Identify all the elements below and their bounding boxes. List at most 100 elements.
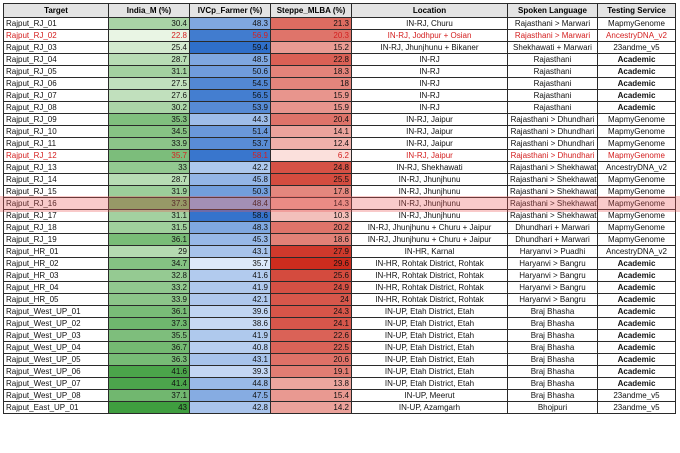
india-m-cell: 31.9 (108, 185, 190, 198)
location-cell: IN-UP, Etah District, Etah (351, 317, 508, 330)
target-cell: Rajput_RJ_12 (3, 149, 109, 162)
testing-service-cell: Academic (597, 365, 676, 378)
spoken-language-cell: Haryanvi > Bangru (507, 257, 598, 270)
steppe-mlba-cell: 24.1 (270, 317, 352, 330)
target-cell: Rajput_RJ_09 (3, 113, 109, 126)
steppe-mlba-cell: 12.4 (270, 137, 352, 150)
table-row: Rajput_RJ_10 34.5 51.4 14.1 IN-RJ, Jaipur Raj… (3, 125, 676, 138)
header-location: Location (351, 3, 508, 18)
location-cell: IN-RJ, Jhunjhunu + Churu + Jaipur (351, 221, 508, 234)
target-cell: Rajput_West_UP_05 (3, 353, 109, 366)
location-cell: IN-RJ, Churu (351, 17, 508, 30)
india-m-cell: 36.1 (108, 305, 190, 318)
target-cell: Rajput_RJ_01 (3, 17, 109, 30)
table-row: Rajput_HR_04 33.2 41.9 24.9 IN-HR, Rohtak Di… (3, 281, 676, 294)
ivcp-farmer-cell: 41.9 (189, 281, 271, 294)
target-cell: Rajput_RJ_10 (3, 125, 109, 138)
steppe-mlba-cell: 21.3 (270, 17, 352, 30)
spoken-language-cell: Rajasthani (507, 89, 598, 102)
india-m-cell: 41.6 (108, 365, 190, 378)
spoken-language-cell: Bhojpuri (507, 401, 598, 414)
india-m-cell: 22.8 (108, 29, 190, 42)
steppe-mlba-cell: 19.1 (270, 365, 352, 378)
testing-service-cell: Academic (597, 305, 676, 318)
steppe-mlba-cell: 10.3 (270, 209, 352, 222)
table-row: Rajput_East_UP_01 43 42.8 14.2 IN-UP, Azamga… (3, 401, 676, 414)
testing-service-cell: MapmyGenome (597, 233, 676, 246)
spoken-language-cell: Braj Bhasha (507, 305, 598, 318)
ivcp-farmer-cell: 41.6 (189, 269, 271, 282)
table-row: Rajput_RJ_18 31.5 48.3 20.2 IN-RJ, Jhunjhunu… (3, 221, 676, 234)
spoken-language-cell: Braj Bhasha (507, 389, 598, 402)
table-row: Rajput_RJ_13 33 42.2 24.8 IN-RJ, Shekhawati R… (3, 161, 676, 174)
spoken-language-cell: Braj Bhasha (507, 353, 598, 366)
spoken-language-cell: Rajasthani (507, 65, 598, 78)
location-cell: IN-UP, Etah District, Etah (351, 377, 508, 390)
location-cell: IN-RJ (351, 53, 508, 66)
spoken-language-cell: Dhundhari + Marwari (507, 221, 598, 234)
steppe-mlba-cell: 14.1 (270, 125, 352, 138)
ivcp-farmer-cell: 42.8 (189, 401, 271, 414)
table-row: Rajput_RJ_19 36.1 45.3 18.6 IN-RJ, Jhunjhunu… (3, 233, 676, 246)
india-m-cell: 30.4 (108, 17, 190, 30)
india-m-cell: 31.1 (108, 65, 190, 78)
header-steppe-mlba: Steppe_MLBA (%) (270, 3, 352, 18)
spoken-language-cell: Rajasthani (507, 53, 598, 66)
testing-service-cell: Academic (597, 65, 676, 78)
india-m-cell: 28.7 (108, 53, 190, 66)
ivcp-farmer-cell: 48.3 (189, 221, 271, 234)
target-cell: Rajput_RJ_08 (3, 101, 109, 114)
target-cell: Rajput_RJ_15 (3, 185, 109, 198)
table-row: Rajput_RJ_07 27.6 56.5 15.9 IN-RJ Rajasthani A… (3, 89, 676, 102)
steppe-mlba-cell: 22.6 (270, 329, 352, 342)
testing-service-cell: Academic (597, 377, 676, 390)
target-cell: Rajput_West_UP_07 (3, 377, 109, 390)
steppe-mlba-cell: 29.6 (270, 257, 352, 270)
spoken-language-cell: Braj Bhasha (507, 377, 598, 390)
table-row: Rajput_RJ_17 31.1 58.6 10.3 IN-RJ, Jhunjhunu… (3, 209, 676, 222)
ivcp-farmer-cell: 43.1 (189, 353, 271, 366)
target-cell: Rajput_West_UP_03 (3, 329, 109, 342)
header-spoken-language: Spoken Language (507, 3, 598, 18)
spoken-language-cell: Dhundhari + Marwari (507, 233, 598, 246)
location-cell: IN-RJ, Jhunjhunu + Churu + Jaipur (351, 233, 508, 246)
testing-service-cell: Academic (597, 317, 676, 330)
testing-service-cell: AncestryDNA_v2 (597, 245, 676, 258)
ivcp-farmer-cell: 44.8 (189, 377, 271, 390)
testing-service-cell: Academic (597, 53, 676, 66)
india-m-cell: 41.4 (108, 377, 190, 390)
location-cell: IN-UP, Etah District, Etah (351, 329, 508, 342)
header-testing-service: Testing Service (597, 3, 676, 18)
table-row: Rajput_RJ_08 30.2 53.9 15.9 IN-RJ Rajasthani A… (3, 101, 676, 114)
steppe-mlba-cell: 6.2 (270, 149, 352, 162)
ivcp-farmer-cell: 39.6 (189, 305, 271, 318)
testing-service-cell: MapmyGenome (597, 17, 676, 30)
target-cell: Rajput_RJ_13 (3, 161, 109, 174)
table-row: Rajput_RJ_05 31.1 50.6 18.3 IN-RJ Rajasthani A… (3, 65, 676, 78)
target-cell: Rajput_RJ_03 (3, 41, 109, 54)
target-cell: Rajput_RJ_14 (3, 173, 109, 186)
location-cell: IN-RJ, Jhunjhunu (351, 197, 508, 210)
target-cell: Rajput_HR_05 (3, 293, 109, 306)
india-m-cell: 33.9 (108, 293, 190, 306)
location-cell: IN-RJ, Jaipur (351, 125, 508, 138)
steppe-mlba-cell: 25.5 (270, 173, 352, 186)
location-cell: IN-UP, Etah District, Etah (351, 353, 508, 366)
india-m-cell: 27.6 (108, 89, 190, 102)
india-m-cell: 32.8 (108, 269, 190, 282)
ivcp-farmer-cell: 47.5 (189, 389, 271, 402)
steppe-mlba-cell: 24.3 (270, 305, 352, 318)
header-india-m: India_M (%) (108, 3, 190, 18)
steppe-mlba-cell: 22.8 (270, 53, 352, 66)
testing-service-cell: MapmyGenome (597, 185, 676, 198)
location-cell: IN-HR, Rohtak District, Rohtak (351, 293, 508, 306)
table-row: Rajput_West_UP_07 41.4 44.8 13.8 IN-UP, Etah… (3, 377, 676, 390)
steppe-mlba-cell: 15.9 (270, 89, 352, 102)
target-cell: Rajput_West_UP_06 (3, 365, 109, 378)
ivcp-farmer-cell: 35.7 (189, 257, 271, 270)
location-cell: IN-UP, Etah District, Etah (351, 365, 508, 378)
testing-service-cell: Academic (597, 89, 676, 102)
testing-service-cell: 23andme_v5 (597, 389, 676, 402)
ivcp-farmer-cell: 48.5 (189, 53, 271, 66)
india-m-cell: 36.1 (108, 233, 190, 246)
